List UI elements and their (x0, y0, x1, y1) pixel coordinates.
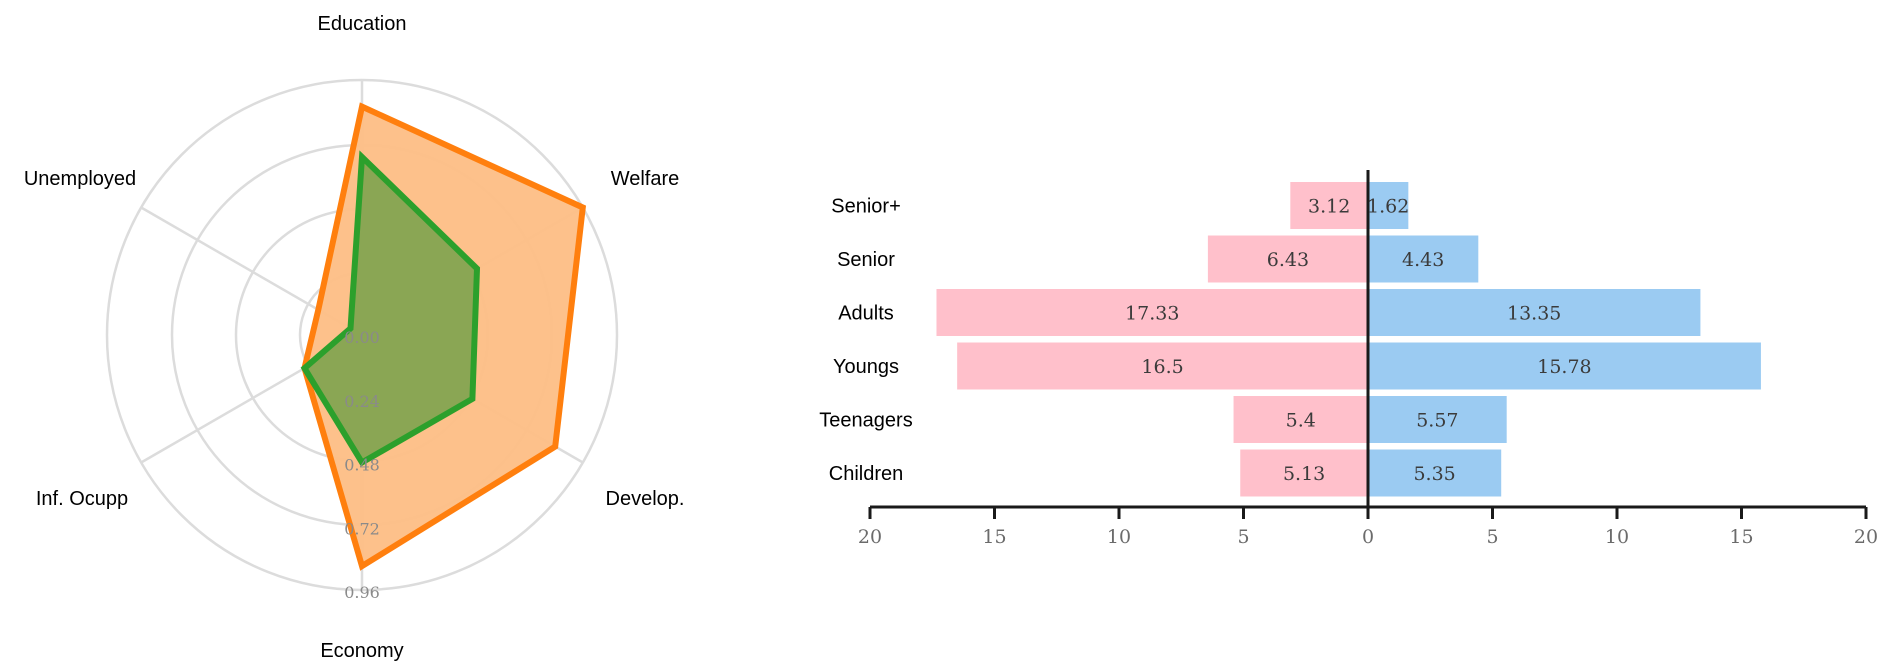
pyramid-bar-right-label-teenagers: 5.57 (1416, 410, 1458, 432)
pyramid-x-tick-label: 15 (1729, 526, 1753, 548)
radar-radial-tick-label: 0.48 (344, 456, 380, 475)
pyramid-bar-left-senior (1207, 235, 1368, 283)
pyramid-bar-left-label-youngs: 16.5 (1141, 356, 1183, 378)
radar-radial-tick-label: 0.00 (344, 328, 380, 347)
pyramid-bar-left-label-senior: 6.43 (1267, 249, 1309, 271)
pyramid-bar-right-youngs (1368, 342, 1761, 390)
pyramid-x-tick-label: 20 (1854, 526, 1878, 548)
pyramid-category-label-children: Children (829, 463, 903, 485)
pyramid-bar-left-adults (936, 289, 1368, 336)
pyramid-x-tick-label: 10 (1107, 526, 1131, 548)
pyramid-category-label-senior: Senior (837, 249, 895, 271)
pyramid-bar-right-children (1368, 449, 1502, 497)
pyramid-category-label-youngs: Youngs (833, 356, 899, 378)
pyramid-bar-right-label-senior: 4.43 (1402, 249, 1444, 271)
radar-axis-label-develop: Develop. (606, 488, 685, 510)
radar-axis-label-economy: Economy (320, 640, 403, 662)
pyramid-bar-right-label-adults: 13.35 (1507, 303, 1561, 325)
pyramid-bar-right-label-children: 5.35 (1413, 463, 1455, 485)
pyramid-bar-left-youngs (957, 342, 1368, 390)
pyramid-bar-right-label-youngs: 15.78 (1537, 356, 1591, 378)
pyramid-x-tick-label: 20 (858, 526, 882, 548)
pyramid-bar-left-label-children: 5.13 (1283, 463, 1325, 485)
radar-radial-tick-label: 0.96 (344, 583, 380, 602)
pyramid-x-tick-label: 15 (982, 526, 1006, 548)
radar-radial-tick-label: 0.24 (344, 392, 380, 411)
pyramid-x-tick-label: 5 (1237, 526, 1249, 548)
radar-axis-label-unemployed: Unemployed (24, 168, 136, 190)
pyramid-bar-left-children (1240, 449, 1368, 497)
pyramid-category-label-senior: Senior+ (831, 196, 901, 218)
radar-chart: 0.00 0.24 0.48 0.72 0.96 Education Welfare Deve… (24, 13, 685, 662)
pyramid-bar-left-teenagers (1233, 396, 1368, 443)
pyramid-x-tick-label: 5 (1486, 526, 1498, 548)
pyramid-bar-right-adults (1368, 289, 1701, 336)
pyramid-x-tick-label: 10 (1605, 526, 1629, 548)
pyramid-bar-left-label-teenagers: 5.4 (1286, 410, 1316, 432)
pyramid-bar-right-senior (1368, 235, 1479, 283)
radar-axis-label-welfare: Welfare (611, 168, 680, 190)
pyramid-bar-right-label-senior: 1.62 (1367, 196, 1409, 218)
pyramid-x-tick-label: 0 (1362, 526, 1374, 548)
pyramid-bar-right-teenagers (1368, 396, 1507, 443)
radar-axis-label-education: Education (318, 13, 407, 35)
pyramid-bar-right-senior (1368, 182, 1409, 229)
radar-axis-label-inf-ocupp: Inf. Ocupp (36, 488, 128, 510)
pyramid-category-label-teenagers: Teenagers (819, 410, 912, 432)
radar-series-2-area (300, 150, 481, 467)
pyramid-bar-left-label-senior: 3.12 (1308, 196, 1350, 218)
pyramid-category-label-adults: Adults (838, 303, 894, 325)
pyramid-bar-left-label-adults: 17.33 (1125, 303, 1179, 325)
population-pyramid-chart: 3.12 1.62 Senior+ 6.43 4.43 Senior 17.33 13.35 A… (819, 170, 1878, 548)
pyramid-bar-left-senior (1290, 182, 1368, 229)
radar-radial-tick-label: 0.72 (344, 519, 380, 538)
